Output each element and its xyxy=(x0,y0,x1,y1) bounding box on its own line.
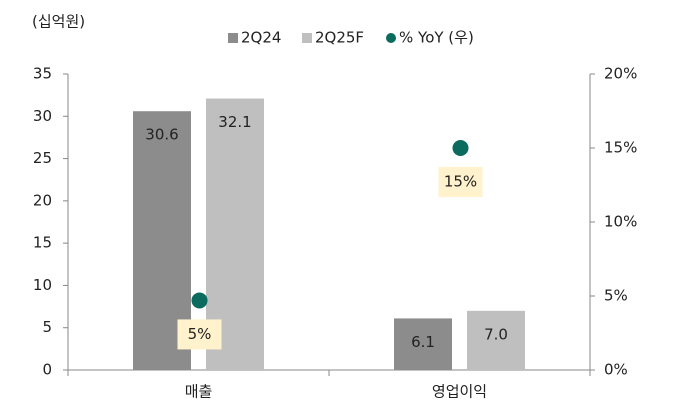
legend-marker xyxy=(386,33,396,43)
data-label: 6.1 xyxy=(411,333,435,351)
y2-tick-label: 20% xyxy=(604,65,637,83)
bar xyxy=(467,310,525,370)
y2-tick-label: 10% xyxy=(604,213,637,231)
yoy-point xyxy=(191,292,208,309)
y-tick-label: 5 xyxy=(42,318,52,336)
legend-label: 2Q25F xyxy=(315,29,364,47)
y-axis-label: (십억원) xyxy=(32,13,85,31)
legend-marker xyxy=(302,33,312,43)
data-label: 30.6 xyxy=(145,126,178,144)
y-tick-label: 25 xyxy=(33,149,52,167)
legend-label: % YoY (우) xyxy=(399,29,474,47)
y-tick-label: 30 xyxy=(33,107,52,125)
legend-label: 2Q24 xyxy=(241,29,281,47)
x-tick-label: 매출 xyxy=(185,383,213,401)
y-tick-label: 10 xyxy=(33,276,52,294)
y2-tick-label: 0% xyxy=(604,361,628,379)
y-tick-label: 15 xyxy=(33,234,52,252)
y2-tick-label: 5% xyxy=(604,287,628,305)
y-tick-label: 20 xyxy=(33,191,52,209)
x-tick-label: 영업이익 xyxy=(432,383,487,401)
y-tick-label: 0 xyxy=(42,361,52,379)
data-label-box xyxy=(177,319,222,350)
data-label: 32.1 xyxy=(218,113,251,131)
data-label: 7.0 xyxy=(484,325,508,343)
data-label: 15% xyxy=(444,173,477,191)
data-label: 5% xyxy=(188,325,212,343)
yoy-point xyxy=(452,140,469,156)
y-tick-label: 35 xyxy=(33,65,52,83)
y2-tick-label: 15% xyxy=(604,139,637,157)
legend-marker xyxy=(228,33,238,43)
bar xyxy=(394,318,452,370)
data-label-box xyxy=(438,167,483,197)
